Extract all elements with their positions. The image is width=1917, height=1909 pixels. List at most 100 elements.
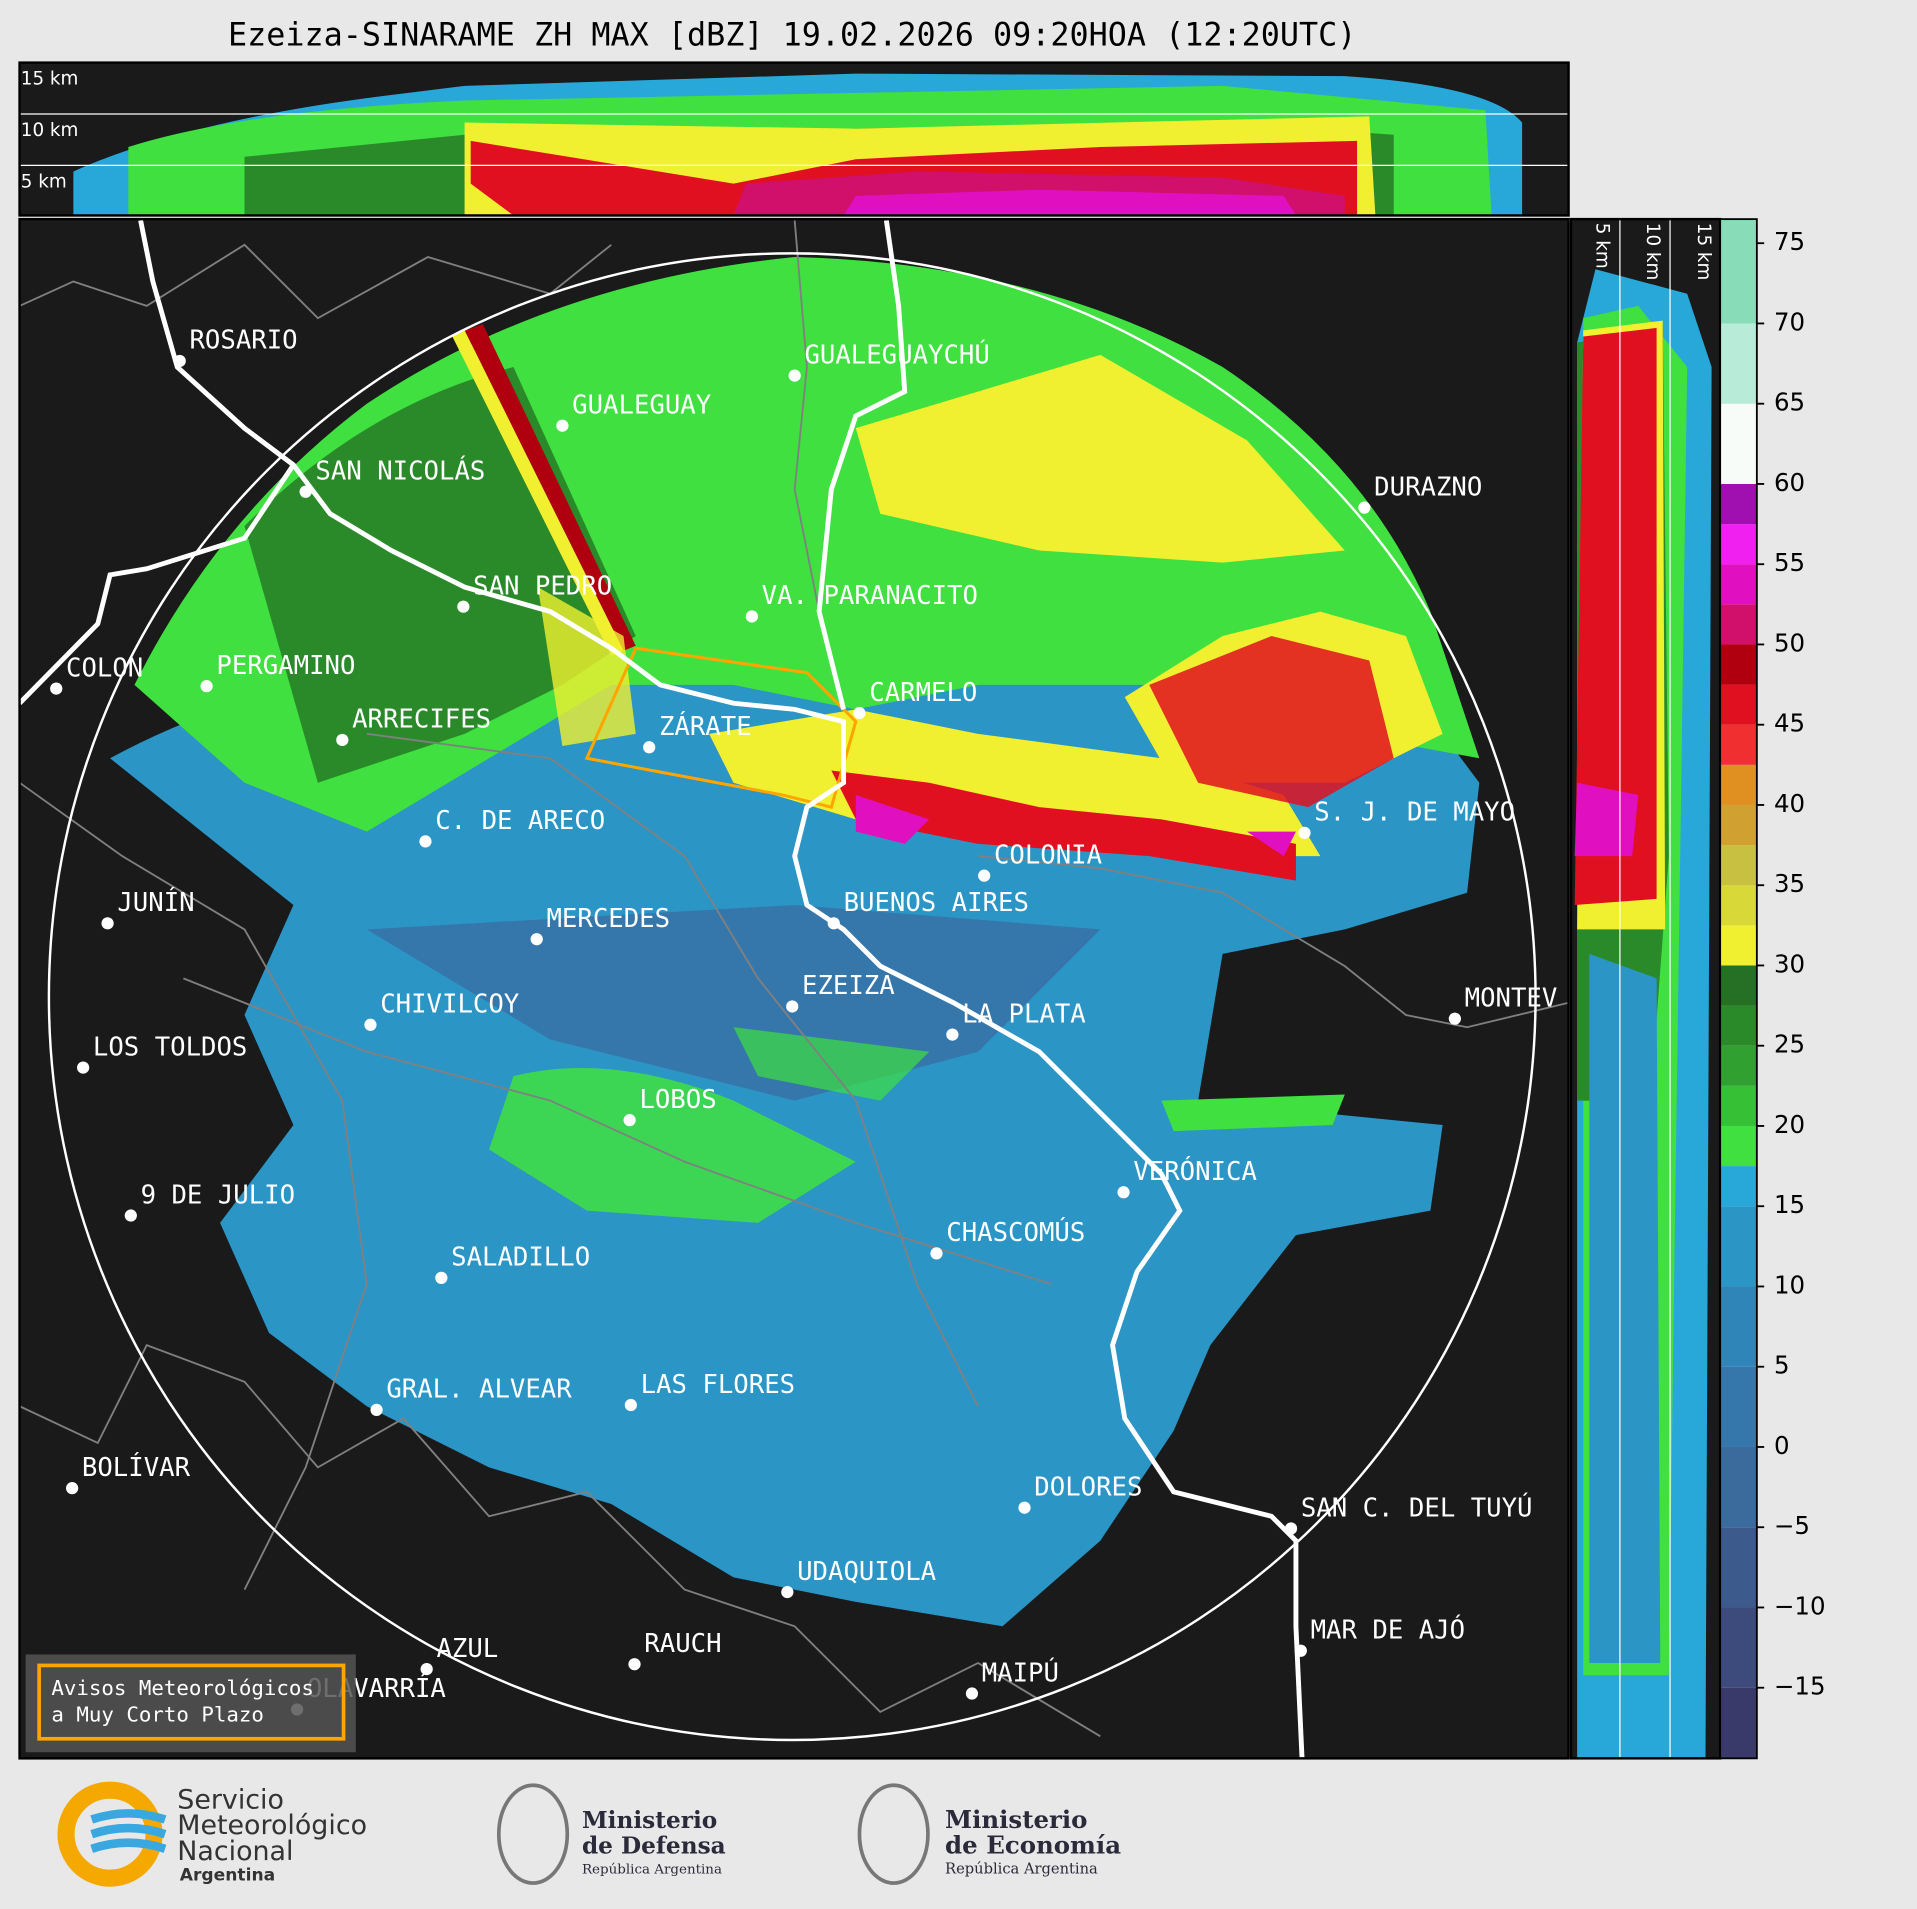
city-label: SAN C. DEL TUYÚ: [1301, 1491, 1533, 1523]
right-cross-section: [1571, 219, 1721, 1759]
logo-text: Meteorológico: [177, 1810, 367, 1841]
logo-text: Ministerio: [945, 1805, 1087, 1834]
city-marker: [66, 1482, 79, 1495]
colorbar-tick-label: 50: [1774, 628, 1805, 657]
city-marker: [946, 1028, 959, 1041]
height-label: 15 km: [21, 69, 79, 90]
city-marker: [1018, 1501, 1031, 1514]
city-marker: [745, 610, 758, 623]
colorbar-segment: [1720, 764, 1757, 805]
city-marker: [853, 706, 866, 720]
colorbar-segment: [1720, 965, 1757, 1006]
city-label: COLON: [66, 653, 143, 683]
colorbar-segment: [1720, 1085, 1757, 1126]
smn-logo: Servicio Meteorológico Nacional Argentin…: [57, 1781, 367, 1887]
radar-map: ROSARIO GUALEGUAYCHÚ GUALEGUAY SAN NICOLÁS D…: [19, 219, 1569, 1759]
city-marker: [420, 1662, 433, 1676]
colorbar-segment: [1720, 845, 1757, 886]
colorbar-segment: [1720, 483, 1757, 525]
colorbar-segment: [1720, 403, 1757, 484]
city-label: GRAL. ALVEAR: [386, 1375, 572, 1405]
city-label: LOBOS: [639, 1085, 716, 1115]
height-label: 15 km: [1693, 223, 1714, 281]
city-marker: [628, 1658, 641, 1671]
city-marker: [336, 733, 349, 747]
colorbar-segment: [1720, 604, 1757, 645]
logo-text: de Defensa: [582, 1833, 726, 1860]
colorbar-tick-label: −5: [1774, 1511, 1810, 1540]
colorbar-tick-label: 30: [1774, 949, 1805, 978]
colorbar-segment: [1720, 1125, 1757, 1167]
city-label: MERCEDES: [546, 904, 670, 934]
height-label: 5 km: [21, 171, 67, 192]
city-label: EZEIZA: [802, 971, 895, 1001]
city-marker: [1298, 826, 1311, 839]
city-label: ARRECIFES: [352, 705, 491, 735]
city-marker: [643, 741, 656, 754]
warning-box-text: Avisos Meteorológicos: [51, 1676, 314, 1700]
city-label: S. J. DE MAYO: [1314, 798, 1515, 828]
city-label: DOLORES: [1034, 1472, 1142, 1502]
city-label: SAN NICOLÁS: [315, 455, 485, 487]
city-label: MAR DE AJÓ: [1311, 1614, 1465, 1646]
city-marker: [77, 1061, 90, 1074]
colorbar-tick-label: 0: [1774, 1431, 1790, 1460]
colorbar-segment: [1720, 1446, 1757, 1528]
colorbar-segment: [1720, 564, 1757, 605]
city-label: 9 DE JULIO: [141, 1180, 295, 1210]
city-marker: [978, 869, 991, 882]
city-label: GUALEGUAYCHÚ: [804, 338, 989, 370]
city-label: LOS TOLDOS: [93, 1032, 247, 1062]
city-marker: [50, 682, 63, 695]
city-marker: [781, 1585, 794, 1599]
city-label: JUNÍN: [117, 886, 194, 918]
city-marker: [435, 1271, 448, 1284]
city-label: RAUCH: [644, 1629, 721, 1659]
colorbar-segment: [1720, 1527, 1757, 1608]
city-label: DURAZNO: [1374, 472, 1482, 502]
city-marker: [101, 917, 114, 930]
city-label: VERÓNICA: [1133, 1155, 1257, 1187]
colorbar-segment: [1720, 1166, 1757, 1207]
economia-logo: Ministerio de Economía República Argenti…: [857, 1783, 1121, 1885]
colorbar-segment: [1720, 323, 1757, 404]
city-marker: [1448, 1012, 1461, 1025]
city-marker: [827, 917, 840, 930]
colorbar-segment: [1720, 1286, 1757, 1367]
city-label: GUALEGUAY: [572, 391, 711, 421]
city-label: CHIVILCOY: [380, 990, 519, 1020]
defensa-logo: Ministerio de Defensa República Argentin…: [496, 1783, 726, 1885]
colorbar-segment: [1720, 804, 1757, 846]
city-label: MAIPÚ: [982, 1656, 1059, 1688]
city-marker: [173, 354, 186, 368]
city-label: VA. PARANACITO: [762, 581, 978, 611]
logo-text: de Economía: [945, 1831, 1121, 1860]
city-marker: [1294, 1644, 1307, 1657]
colorbar-frame: [1719, 218, 1758, 1760]
colorbar-tick-label: 10: [1774, 1270, 1805, 1299]
height-label: 5 km: [1592, 223, 1613, 269]
city-marker: [364, 1018, 377, 1031]
city-marker: [200, 680, 213, 693]
city-label: COLONIA: [994, 840, 1102, 870]
city-label: CHASCOMÚS: [946, 1216, 1085, 1248]
city-label: ZÁRATE: [659, 710, 752, 742]
colorbar-segment: [1720, 1607, 1757, 1688]
city-label: SAN PEDRO: [473, 571, 612, 601]
city-marker: [965, 1687, 979, 1700]
colorbar-segment: [1720, 1687, 1757, 1759]
logo-text: Argentina: [180, 1866, 275, 1886]
colorbar-segment: [1720, 644, 1757, 685]
colorbar-segment: [1720, 1366, 1757, 1447]
city-marker: [419, 835, 432, 848]
colorbar-tick-label: 75: [1774, 227, 1805, 256]
city-marker: [788, 369, 801, 382]
title: Ezeiza-SINARAME ZH MAX [dBZ] 19.02.2026 …: [228, 18, 1356, 54]
height-label: 10 km: [1642, 223, 1663, 281]
colorbar-segment: [1720, 724, 1757, 765]
colorbar-segment: [1720, 524, 1757, 565]
city-label: MONTEV: [1465, 983, 1558, 1013]
colorbar-segment: [1720, 1005, 1757, 1046]
city-marker: [124, 1209, 137, 1222]
